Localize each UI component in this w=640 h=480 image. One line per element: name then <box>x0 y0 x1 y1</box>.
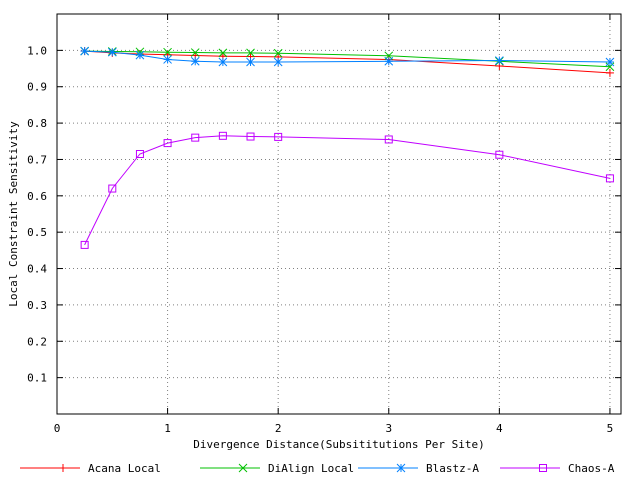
data-point-dialign-local <box>246 48 255 58</box>
data-point-blastz-a <box>384 56 394 66</box>
data-point-blastz-a <box>190 56 200 66</box>
y-tick-label: 0.8 <box>27 117 47 130</box>
data-point-chaos-a <box>384 135 393 144</box>
grid-layer <box>57 14 621 414</box>
data-point-blastz-a <box>494 56 504 65</box>
series-line-blastz-a <box>84 50 610 63</box>
data-point-chaos-a <box>605 174 614 183</box>
legend-item-chaos-a: Chaos-A <box>500 462 615 475</box>
data-point-blastz-a <box>163 55 172 64</box>
legend-label: Blastz-A <box>426 462 479 475</box>
y-tick-label: 0.6 <box>27 190 47 203</box>
legend-item-blastz-a: Blastz-A <box>358 462 479 475</box>
legend-label: DiAlign Local <box>268 462 354 475</box>
series-line-chaos-a <box>84 135 611 246</box>
x-tick-label: 4 <box>496 422 503 435</box>
data-point-blastz-a <box>273 57 283 67</box>
data-point-chaos-a <box>108 184 117 193</box>
data-point-dialign-local <box>218 48 228 58</box>
series-layer <box>80 46 615 249</box>
tick-layer: 0.1 0.2 0.3 0.4 0.5 0.6 0.7 0.8 0.9 1.0 0 1 2 3 4 5 <box>27 14 621 435</box>
data-point-acana-local <box>605 68 614 77</box>
data-point-chaos-a <box>218 131 227 140</box>
legend-marker <box>396 463 406 473</box>
data-point-chaos-a <box>246 132 255 141</box>
x-tick-label: 0 <box>54 422 61 435</box>
legend-item-acana-local: Acana Local <box>20 462 161 475</box>
legend-label: Chaos-A <box>568 462 615 475</box>
x-axis-label: Divergence Distance(Subsititutions Per S… <box>193 438 484 451</box>
legend-item-dialign-local: DiAlign Local <box>200 462 354 475</box>
data-point-dialign-local <box>190 48 200 57</box>
series-blastz-a <box>80 46 615 67</box>
legend-marker <box>539 464 547 472</box>
legend-marker <box>238 463 248 473</box>
x-tick-label: 2 <box>275 422 282 435</box>
data-point-blastz-a <box>107 47 117 57</box>
x-tick-label: 3 <box>385 422 392 435</box>
y-tick-label: 0.2 <box>27 335 47 348</box>
data-point-blastz-a <box>80 46 90 56</box>
data-point-dialign-local <box>273 48 283 58</box>
x-tick-label: 1 <box>164 422 171 435</box>
data-point-chaos-a <box>274 132 283 141</box>
plot-frame <box>56 13 622 415</box>
y-tick-label: 0.3 <box>27 299 47 312</box>
y-tick-label: 0.7 <box>27 153 47 166</box>
data-point-dialign-local <box>163 47 172 57</box>
y-tick-label: 0.9 <box>27 81 47 94</box>
data-point-blastz-a <box>135 50 145 60</box>
data-point-blastz-a <box>246 57 255 67</box>
data-point-blastz-a <box>218 57 228 67</box>
data-point-chaos-a <box>163 139 172 148</box>
series-chaos-a <box>80 131 614 249</box>
data-point-blastz-a <box>605 57 615 67</box>
y-tick-label: 0.1 <box>27 372 47 385</box>
data-point-chaos-a <box>191 133 200 142</box>
y-tick-label: 0.4 <box>27 263 47 276</box>
legend-label: Acana Local <box>88 462 161 475</box>
data-point-chaos-a <box>135 150 144 158</box>
legend: Acana Local DiAlign Local Blastz-A Chaos-A <box>20 462 615 475</box>
data-point-chaos-a <box>80 240 89 249</box>
x-tick-label: 5 <box>607 422 614 435</box>
data-point-chaos-a <box>495 150 504 159</box>
legend-marker <box>59 464 67 472</box>
y-tick-label: 1.0 <box>27 44 47 57</box>
y-axis-label: Local Constraint Sensitivity <box>7 121 20 307</box>
y-tick-label: 0.5 <box>27 226 47 239</box>
